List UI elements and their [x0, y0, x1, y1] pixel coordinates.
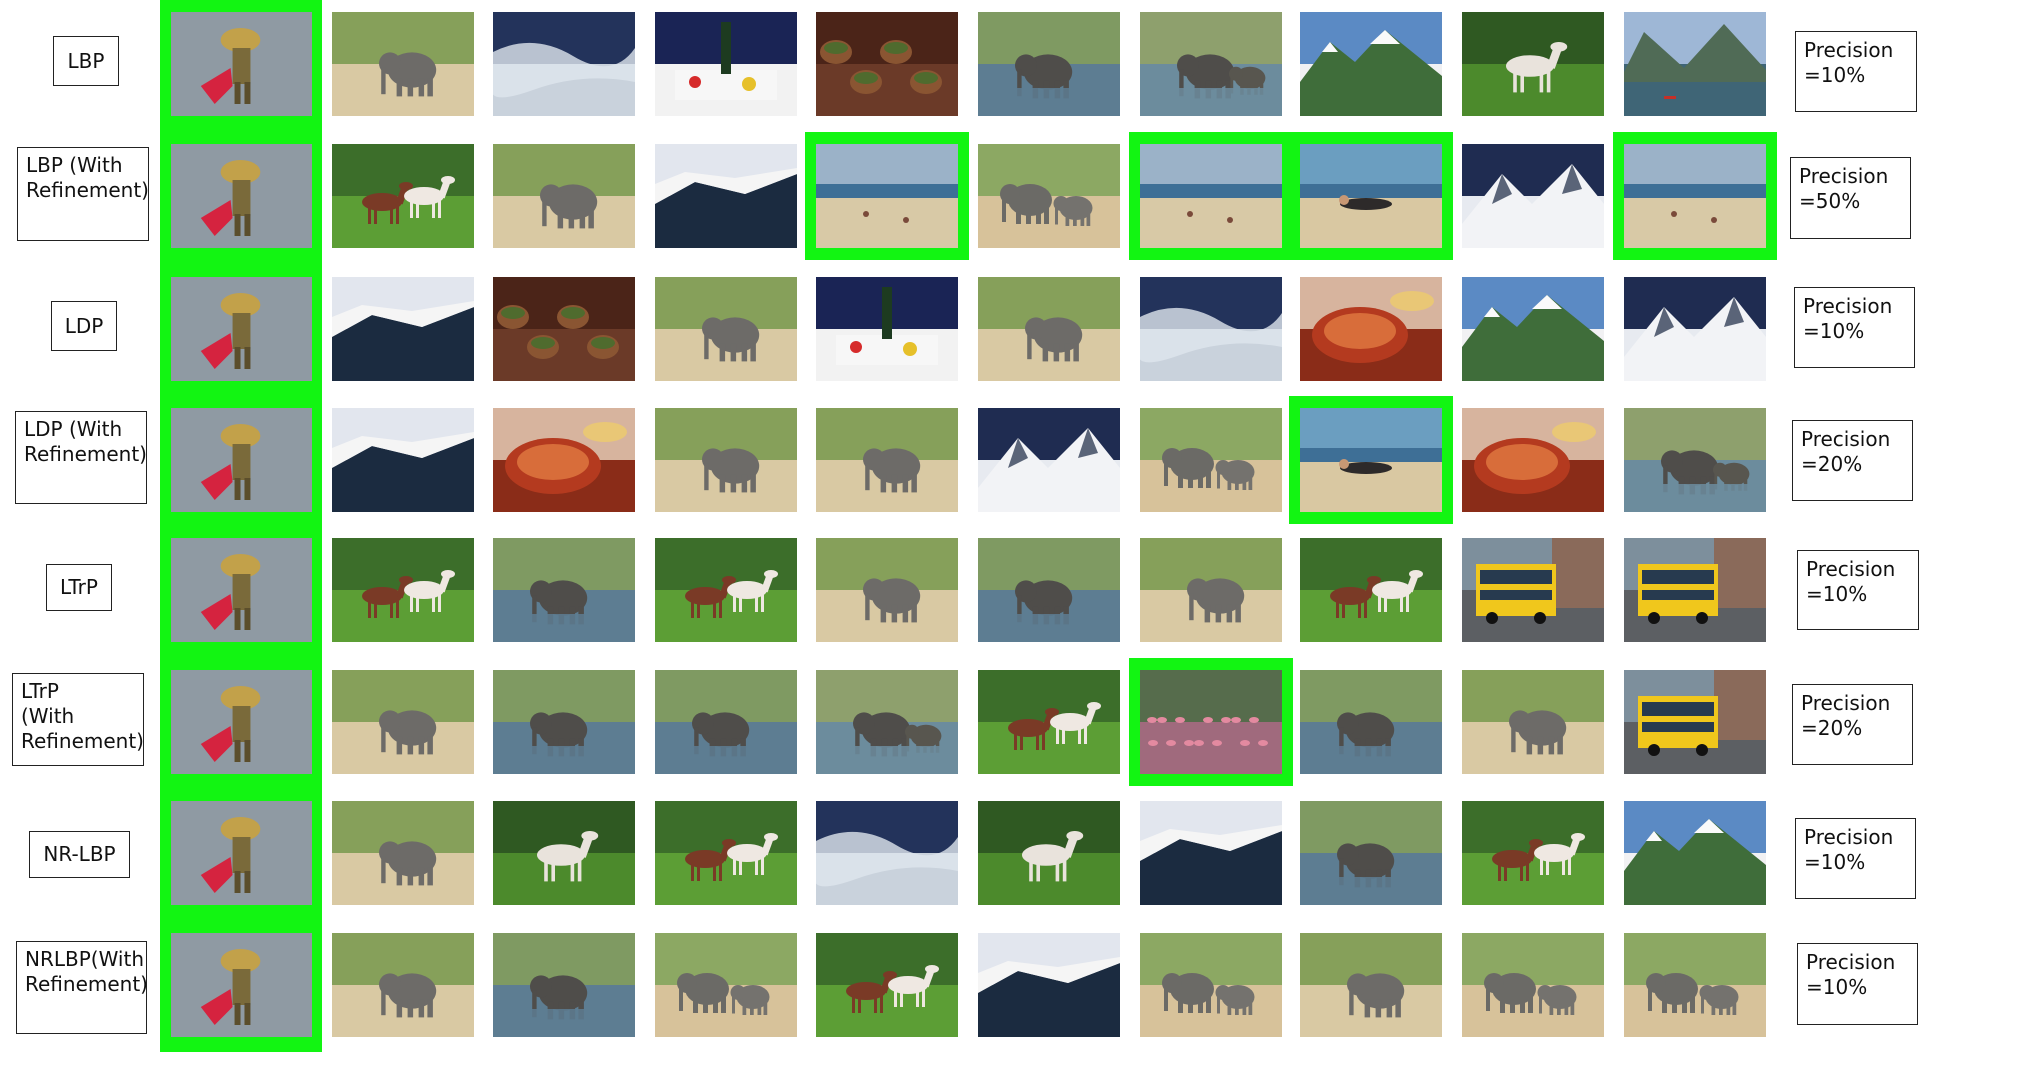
- method-label: LBP: [53, 36, 119, 86]
- retrieved-image: [1462, 408, 1604, 512]
- retrieved-image: [816, 670, 958, 774]
- method-label: LTrP: [46, 564, 112, 611]
- method-label: LDP (With Refinement): [15, 411, 147, 504]
- retrieved-image: [1624, 144, 1766, 248]
- retrieved-image: [493, 408, 635, 512]
- retrieved-image: [1140, 933, 1282, 1037]
- retrieved-image: [1300, 144, 1442, 248]
- retrieved-image: [493, 538, 635, 642]
- query-image: [171, 12, 312, 116]
- precision-label: Precision =20%: [1792, 420, 1913, 501]
- precision-label: Precision =10%: [1797, 943, 1918, 1025]
- retrieved-image: [655, 538, 797, 642]
- query-image: [171, 801, 312, 905]
- retrieved-image: [1462, 801, 1604, 905]
- retrieved-image: [1624, 277, 1766, 381]
- retrieved-image: [978, 670, 1120, 774]
- query-image: [171, 408, 312, 512]
- retrieved-image: [1140, 801, 1282, 905]
- retrieved-image: [332, 933, 474, 1037]
- retrieved-image: [1300, 670, 1442, 774]
- retrieved-image: [1624, 670, 1766, 774]
- retrieved-image: [1462, 538, 1604, 642]
- retrieved-image: [1624, 408, 1766, 512]
- retrieved-image: [1300, 933, 1442, 1037]
- retrieved-image: [332, 12, 474, 116]
- query-image: [171, 933, 312, 1037]
- retrieved-image: [816, 933, 958, 1037]
- retrieved-image: [493, 277, 635, 381]
- retrieved-image: [655, 408, 797, 512]
- retrieved-image: [978, 277, 1120, 381]
- precision-label: Precision =10%: [1797, 550, 1919, 630]
- retrieved-image: [816, 801, 958, 905]
- method-label: LBP (With Refinement): [17, 147, 149, 241]
- retrieved-image: [816, 277, 958, 381]
- method-label: NRLBP(With Refinement): [16, 941, 148, 1034]
- retrieved-image: [978, 538, 1120, 642]
- retrieved-image: [816, 538, 958, 642]
- precision-label: Precision =10%: [1795, 818, 1916, 899]
- retrieved-image: [655, 144, 797, 248]
- retrieved-image: [1462, 670, 1604, 774]
- retrieved-image: [655, 933, 797, 1037]
- retrieved-image: [1462, 144, 1604, 248]
- retrieved-image: [1624, 538, 1766, 642]
- retrieved-image: [493, 144, 635, 248]
- retrieved-image: [816, 12, 958, 116]
- query-image: [171, 670, 312, 774]
- retrieved-image: [332, 670, 474, 774]
- retrieved-image: [1462, 277, 1604, 381]
- retrieved-image: [1140, 12, 1282, 116]
- retrieved-image: [816, 408, 958, 512]
- retrieved-image: [978, 144, 1120, 248]
- retrieved-image: [1140, 144, 1282, 248]
- retrieved-image: [655, 12, 797, 116]
- retrieved-image: [1140, 408, 1282, 512]
- retrieved-image: [1624, 12, 1766, 116]
- retrieved-image: [816, 144, 958, 248]
- retrieved-image: [1300, 538, 1442, 642]
- retrieved-image: [1300, 801, 1442, 905]
- retrieved-image: [655, 801, 797, 905]
- retrieved-image: [1140, 277, 1282, 381]
- retrieved-image: [1140, 670, 1282, 774]
- precision-label: Precision =10%: [1794, 287, 1915, 368]
- retrieved-image: [493, 933, 635, 1037]
- retrieved-image: [655, 277, 797, 381]
- retrieved-image: [978, 801, 1120, 905]
- retrieved-image: [1300, 408, 1442, 512]
- retrieved-image: [1624, 801, 1766, 905]
- retrieved-image: [493, 12, 635, 116]
- retrieved-image: [1300, 12, 1442, 116]
- method-label: LDP: [51, 301, 117, 351]
- retrieved-image: [655, 670, 797, 774]
- retrieved-image: [493, 670, 635, 774]
- retrieved-image: [332, 144, 474, 248]
- retrieved-image: [978, 933, 1120, 1037]
- query-image: [171, 538, 312, 642]
- retrieved-image: [978, 12, 1120, 116]
- retrieved-image: [332, 408, 474, 512]
- retrieved-image: [1462, 933, 1604, 1037]
- retrieved-image: [332, 277, 474, 381]
- precision-label: Precision =20%: [1792, 684, 1913, 765]
- retrieved-image: [1300, 277, 1442, 381]
- precision-label: Precision =10%: [1795, 31, 1917, 112]
- retrieved-image: [1140, 538, 1282, 642]
- retrieved-image: [332, 538, 474, 642]
- retrieved-image: [1624, 933, 1766, 1037]
- precision-label: Precision =50%: [1790, 157, 1911, 239]
- retrieved-image: [493, 801, 635, 905]
- retrieved-image: [1462, 12, 1604, 116]
- method-label: NR-LBP: [29, 831, 130, 878]
- query-image: [171, 144, 312, 248]
- retrieved-image: [978, 408, 1120, 512]
- method-label: LTrP (With Refinement): [12, 673, 144, 766]
- retrieved-image: [332, 801, 474, 905]
- query-image: [171, 277, 312, 381]
